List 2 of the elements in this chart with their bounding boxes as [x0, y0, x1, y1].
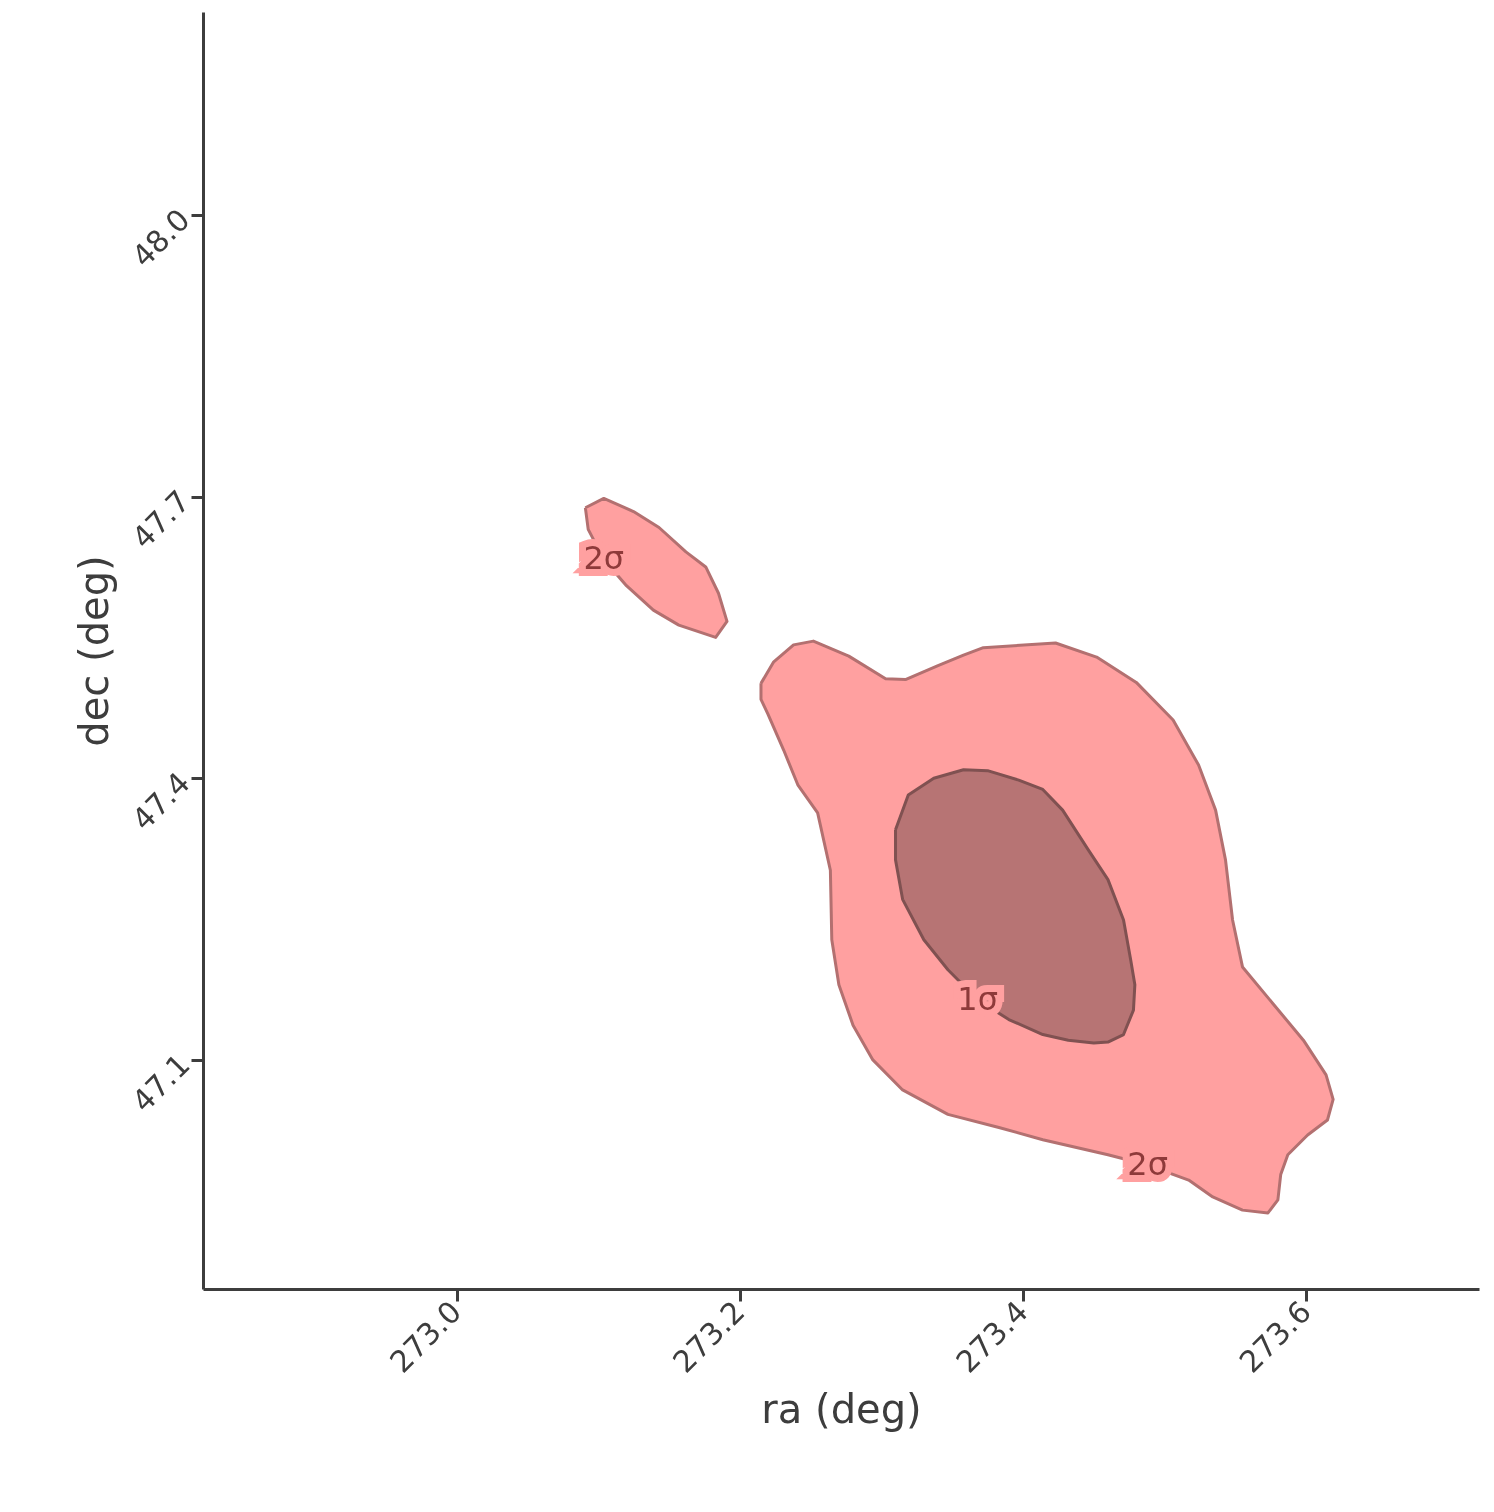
- x-axis-title: ra (deg): [761, 1385, 922, 1432]
- y-axis-title: dec (deg): [70, 555, 117, 747]
